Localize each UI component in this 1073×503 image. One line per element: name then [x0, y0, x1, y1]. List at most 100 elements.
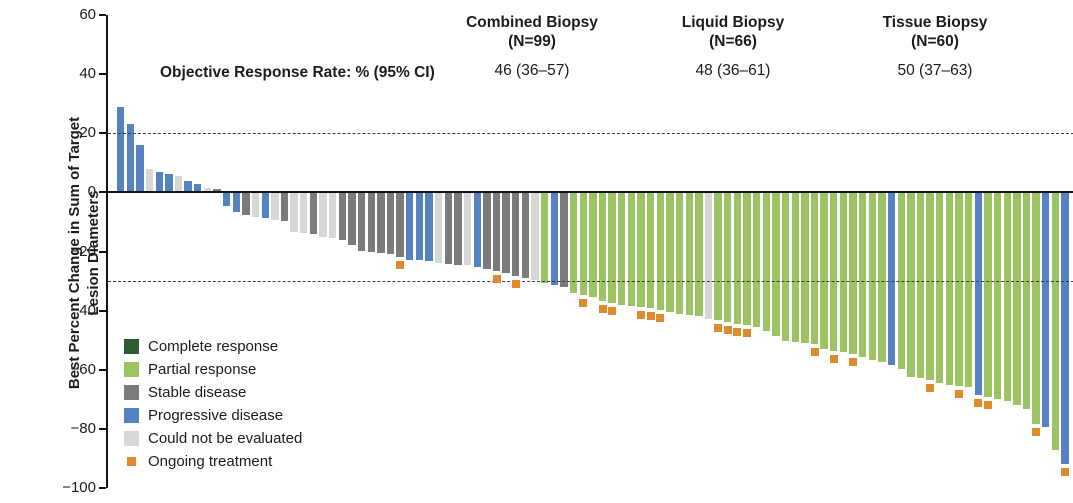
ongoing-treatment-marker: [926, 384, 935, 393]
patient-bar-pr: [849, 192, 857, 354]
patient-bar-pr: [897, 192, 905, 369]
ongoing-swatch-icon: [124, 454, 139, 469]
patient-bar-pr: [608, 192, 616, 304]
orr-value: 48 (36–61): [695, 62, 771, 79]
legend-item: Partial response: [124, 358, 302, 381]
patient-bar-pr: [598, 192, 607, 302]
legend-label: Stable disease: [148, 384, 247, 401]
patient-bar-ne: [145, 168, 154, 193]
patient-bar-sd: [483, 192, 491, 269]
ongoing-treatment-marker: [714, 324, 723, 333]
patient-bar-pr: [1013, 192, 1021, 405]
ongoing-treatment-marker: [733, 327, 742, 336]
patient-bar-pr: [945, 192, 954, 385]
patient-bar-pr: [714, 192, 722, 321]
plot-area: 60 40 20 0 −20 −40 −60 −80 −100: [62, 6, 1073, 496]
legend-label: Complete response: [148, 338, 279, 355]
patient-bar-pr: [993, 192, 1002, 399]
y-tick-mark: [99, 250, 106, 253]
y-tick-label: −20: [70, 242, 96, 260]
patient-bar-pr: [965, 192, 973, 388]
patient-bar-pr: [955, 192, 963, 386]
patient-bar-pr: [772, 192, 780, 336]
patient-bar-ne: [251, 192, 260, 217]
column-combined-biopsy: Combined Biopsy (N=99) 46 (36–57): [417, 13, 647, 80]
ongoing-treatment-marker: [829, 354, 838, 363]
patient-bar-pr: [936, 192, 944, 383]
ongoing-treatment-marker: [579, 299, 588, 308]
patient-bar-pr: [1032, 192, 1040, 424]
patient-bar-ne: [531, 192, 539, 281]
ongoing-treatment-marker: [974, 398, 983, 407]
ongoing-treatment-marker: [983, 400, 992, 409]
reference-line: [108, 133, 1073, 135]
y-tick-mark: [99, 14, 106, 16]
patient-bar-sd: [454, 192, 462, 265]
ongoing-treatment-marker: [608, 307, 617, 316]
column-n: (N=66): [709, 33, 757, 50]
patient-bar-pr: [859, 192, 867, 357]
patient-bar-pr: [839, 192, 848, 352]
legend-label: Partial response: [148, 361, 257, 378]
y-tick-mark: [99, 368, 106, 371]
sd-swatch-icon: [124, 385, 139, 400]
legend-label: Could not be evaluated: [148, 430, 303, 447]
patient-bar-pd: [425, 192, 433, 261]
patient-bar-pr: [984, 192, 992, 397]
y-tick-label: 20: [79, 124, 96, 142]
patient-bar-pr: [810, 192, 819, 345]
patient-bar-pd: [136, 145, 144, 193]
ongoing-treatment-marker: [492, 274, 501, 283]
patient-bar-pd: [887, 192, 896, 366]
patient-bar-pr: [830, 192, 838, 351]
patient-bar-pd: [232, 192, 241, 212]
patient-bar-sd: [512, 192, 520, 277]
patient-bar-pd: [194, 183, 202, 193]
y-tick-mark: [99, 427, 106, 430]
column-n: (N=60): [911, 33, 959, 50]
patient-bar-pr: [618, 192, 626, 305]
y-tick-label: −60: [70, 360, 96, 378]
patient-bar-sd: [521, 192, 530, 278]
patient-bar-pr: [695, 192, 703, 316]
patient-bar-pr: [656, 192, 665, 311]
patient-bar-pr: [907, 192, 915, 377]
patient-bar-sd: [560, 192, 568, 287]
patient-bar-pd: [165, 173, 173, 193]
legend-item: Progressive disease: [124, 404, 302, 427]
y-tick-label: 0: [87, 183, 96, 201]
legend-item: Ongoing treatment: [124, 450, 302, 473]
y-tick-mark: [99, 132, 106, 135]
patient-bar-pd: [974, 192, 983, 395]
orr-value: 50 (37–63): [897, 62, 973, 79]
legend-item: Stable disease: [124, 381, 302, 404]
cr-swatch-icon: [124, 339, 139, 354]
patient-bar-pr: [916, 192, 925, 379]
patient-bar-sd: [213, 189, 221, 193]
y-tick-mark: [99, 487, 106, 489]
patient-bar-pd: [126, 124, 135, 193]
patient-bar-pr: [685, 192, 693, 315]
patient-bar-sd: [377, 192, 385, 253]
ongoing-treatment-marker: [511, 280, 520, 289]
patient-bar-sd: [348, 192, 356, 246]
column-title: Combined Biopsy: [466, 14, 598, 31]
patient-bar-pr: [733, 192, 742, 324]
patient-bar-ne: [271, 192, 279, 220]
patient-bar-ne: [319, 192, 327, 237]
patient-bar-sd: [492, 192, 501, 271]
patient-bar-pr: [820, 192, 828, 349]
legend-label: Ongoing treatment: [148, 453, 273, 470]
patient-bar-ne: [174, 175, 183, 193]
patient-bar-sd: [357, 192, 366, 252]
patient-bar-sd: [367, 192, 375, 253]
patient-bar-pr: [637, 192, 645, 308]
patient-bar-pr: [666, 192, 674, 312]
patient-bar-ne: [203, 187, 212, 193]
ongoing-treatment-marker: [1032, 427, 1041, 436]
patient-bar-pr: [878, 192, 886, 362]
patient-bar-ne: [463, 192, 472, 266]
legend-label: Progressive disease: [148, 407, 284, 424]
patient-bar-pr: [926, 192, 934, 381]
